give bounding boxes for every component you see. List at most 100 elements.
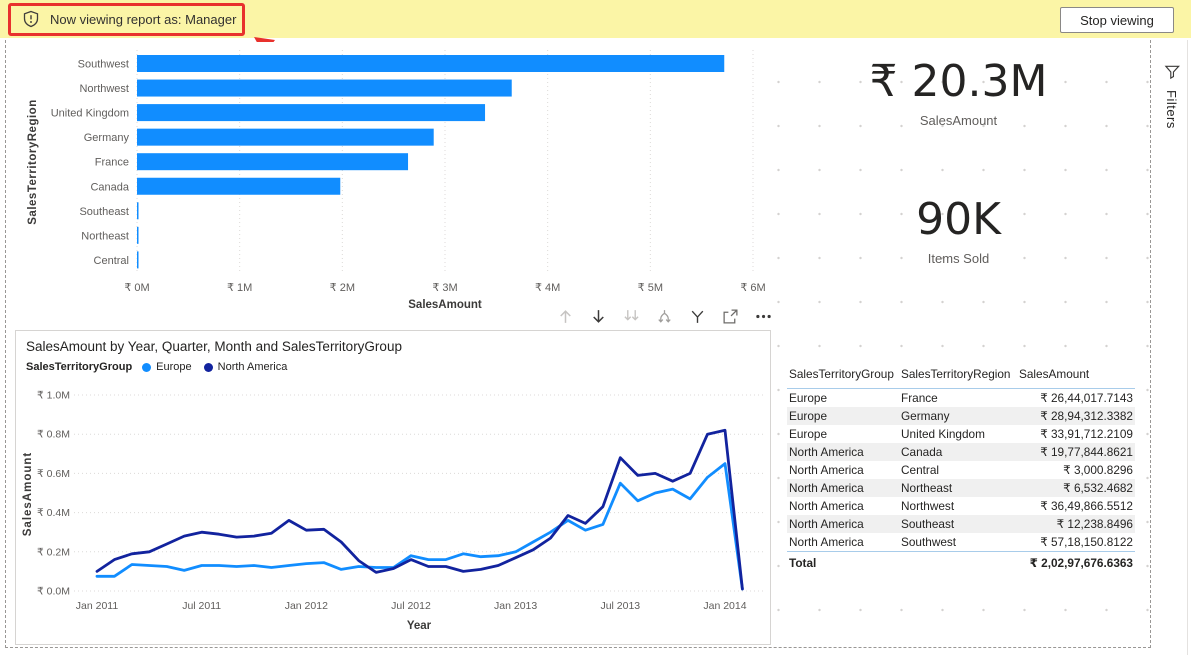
report-canvas: ₹ 0M ₹ 1M ₹ 2M ₹ 3M ₹ 4M ₹ 5M ₹ 6M Southwest Nor…	[5, 40, 1151, 648]
table-row[interactable]: North America Canada ₹ 19,77,844.8621	[787, 443, 1135, 461]
cell-region: Northeast	[899, 479, 1017, 497]
cell-sales-amount: ₹ 36,49,866.5512	[1040, 499, 1133, 513]
line-series-europe[interactable]	[95, 462, 744, 591]
filters-pane-label: Filters	[1164, 90, 1179, 129]
cell-sales-amount: ₹ 28,94,312.3382	[1017, 407, 1135, 425]
bar[interactable]	[137, 202, 139, 220]
total-value: ₹ 2,02,97,676.6363	[1017, 551, 1135, 572]
total-label: Total	[787, 551, 899, 572]
y-axis-tick-label: ₹ 0.4M	[37, 507, 70, 519]
cell-group: North America	[789, 499, 864, 513]
bar[interactable]	[137, 79, 512, 97]
cell-sales-amount: ₹ 12,238.8496	[1017, 515, 1135, 533]
legend-item-europe[interactable]: Europe	[142, 361, 192, 373]
line-chart-plot: ₹ 0.0M ₹ 0.2M ₹ 0.4M ₹ 0.6M ₹ 0.8M ₹ 1.0M Jan …	[22, 390, 764, 632]
card-sales-amount[interactable]: ₹ 20.3M SalesAmount	[786, 56, 1131, 129]
focus-mode-icon[interactable]	[722, 308, 739, 325]
x-axis-tick-label: Jan 2012	[285, 600, 328, 612]
cell-region: France	[901, 391, 938, 405]
table-row[interactable]: North America Northwest ₹ 36,49,866.5512	[787, 497, 1135, 515]
line-chart-visual[interactable]: SalesAmount by Year, Quarter, Month and …	[15, 330, 771, 645]
table-row[interactable]: Europe France ₹ 26,44,017.7143	[787, 389, 1135, 408]
legend-title: SalesTerritoryGroup	[26, 361, 133, 373]
bar[interactable]	[137, 177, 341, 195]
line-series-north-america[interactable]	[95, 428, 744, 591]
drill-down-icon[interactable]	[590, 308, 607, 325]
bar[interactable]	[137, 104, 486, 122]
cell-group: North America	[787, 515, 899, 533]
table-row[interactable]: Europe United Kingdom ₹ 33,91,712.2109	[787, 425, 1135, 443]
table-row[interactable]: Europe Germany ₹ 28,94,312.3382	[787, 407, 1135, 425]
x-axis-tick-label: Jul 2011	[182, 600, 221, 612]
bar[interactable]	[137, 55, 725, 72]
bar-category-label: Canada	[90, 181, 129, 193]
bar[interactable]	[137, 128, 434, 146]
table-total-row: Total ₹ 2,02,97,676.6363	[787, 551, 1135, 572]
column-header[interactable]: SalesTerritoryGroup	[787, 362, 899, 389]
table-row[interactable]: North America Northeast ₹ 6,532.4682	[787, 479, 1135, 497]
stop-viewing-button[interactable]: Stop viewing	[1060, 7, 1174, 33]
line-chart-legend: SalesTerritoryGroup Europe North America	[26, 361, 770, 373]
bar-category-label: France	[95, 157, 129, 169]
filters-pane[interactable]: Filters	[1152, 40, 1191, 655]
legend-dot	[203, 362, 213, 372]
x-axis-tick-label: Jan 2013	[494, 600, 537, 612]
view-as-role-banner: Now viewing report as: Manager	[0, 0, 1191, 38]
cell-sales-amount: ₹ 6,532.4682	[1017, 479, 1135, 497]
card-value: ₹ 20.3M	[869, 56, 1048, 107]
cell-region: Southeast	[899, 515, 1017, 533]
bar-chart-visual[interactable]: ₹ 0M ₹ 1M ₹ 2M ₹ 3M ₹ 4M ₹ 5M ₹ 6M Southwest Nor…	[9, 42, 775, 316]
table-visual[interactable]: SalesTerritoryGroup SalesTerritoryRegion S…	[787, 362, 1135, 574]
table-row[interactable]: North America Southeast ₹ 12,238.8496	[787, 515, 1135, 533]
card-value: 90K	[916, 194, 1001, 245]
cell-sales-amount: ₹ 26,44,017.7143	[1040, 391, 1133, 405]
cell-region: Northwest	[901, 499, 955, 513]
y-axis-title: SalesTerritoryRegion	[27, 99, 39, 224]
bar[interactable]	[137, 226, 139, 244]
bar-category-label: Southeast	[79, 206, 129, 218]
pane-edge-divider	[1187, 40, 1188, 655]
legend-item-north-america[interactable]: North America	[203, 361, 288, 373]
drill-up-icon[interactable]	[557, 308, 574, 325]
y-axis-tick-label: ₹ 0.0M	[37, 586, 70, 598]
cell-sales-amount: ₹ 57,18,150.8122	[1040, 535, 1133, 549]
cell-sales-amount: ₹ 33,91,712.2109	[1040, 427, 1133, 441]
table-row[interactable]: North America Southwest ₹ 57,18,150.8122	[787, 533, 1135, 552]
line-chart-title: SalesAmount by Year, Quarter, Month and …	[26, 339, 402, 354]
cell-region: Southwest	[901, 535, 957, 549]
cell-group: Europe	[789, 427, 828, 441]
visual-hover-toolbar	[557, 308, 772, 325]
card-items-sold[interactable]: 90K Items Sold	[786, 194, 1131, 267]
more-options-icon[interactable]	[755, 308, 772, 325]
x-axis-tick-label: ₹ 0M	[124, 282, 149, 294]
x-axis-tick-label: ₹ 1M	[227, 282, 252, 294]
legend-dot	[142, 362, 152, 372]
column-header[interactable]: SalesTerritoryRegion	[899, 362, 1017, 389]
cell-group: Europe	[789, 391, 828, 405]
x-axis-tick-label: Jan 2014	[703, 600, 746, 612]
bar-category-label: Central	[94, 255, 129, 267]
cell-sales-amount: ₹ 3,000.8296	[1063, 463, 1133, 477]
bar-category-label: Germany	[84, 132, 130, 144]
card-label: SalesAmount	[919, 113, 998, 128]
bar[interactable]	[137, 153, 409, 171]
x-axis-tick-label: Jul 2012	[391, 600, 431, 612]
cell-group: North America	[789, 535, 864, 549]
cell-sales-amount: ₹ 19,77,844.8621	[1017, 443, 1135, 461]
x-axis-tick-label: ₹ 2M	[330, 282, 355, 294]
shield-alert-icon	[22, 10, 40, 28]
y-axis-tick-label: ₹ 0.2M	[37, 546, 70, 558]
expand-all-down-icon[interactable]	[656, 308, 673, 325]
bar[interactable]	[137, 251, 139, 269]
cell-group: Europe	[787, 407, 899, 425]
legend-label: North America	[217, 361, 288, 373]
bar-category-label: Southwest	[78, 59, 129, 71]
cell-group: North America	[787, 443, 899, 461]
column-header[interactable]: SalesAmount	[1017, 362, 1135, 389]
cell-region: Central	[901, 463, 940, 477]
go-to-next-level-icon[interactable]	[623, 308, 640, 325]
banner-message: Now viewing report as: Manager	[50, 11, 237, 27]
filter-funnel-icon[interactable]	[689, 308, 706, 325]
table-row[interactable]: North America Central ₹ 3,000.8296	[787, 461, 1135, 479]
